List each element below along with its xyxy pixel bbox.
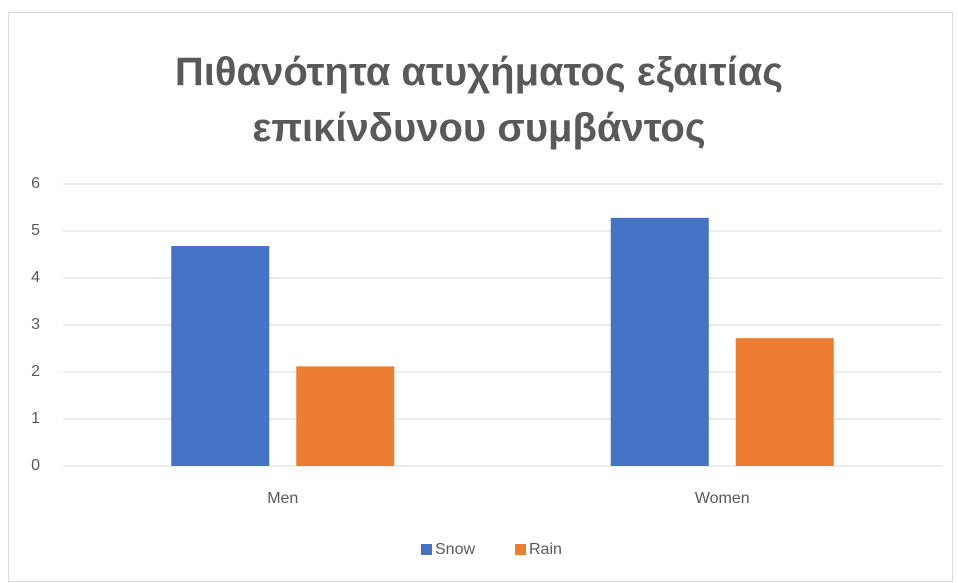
y-tick-label: 1 xyxy=(31,410,40,427)
chart-title: Πιθανότητα ατυχήματος εξαιτίας επικίνδυν… xyxy=(174,50,784,150)
y-tick-label: 0 xyxy=(31,457,40,474)
y-tick-label: 2 xyxy=(31,363,40,380)
legend-swatch xyxy=(421,544,432,555)
legend-label: Rain xyxy=(529,541,562,558)
chart-frame xyxy=(8,12,953,582)
y-tick-label: 6 xyxy=(31,175,40,192)
bar xyxy=(735,338,834,466)
bar xyxy=(171,246,270,466)
x-tick-label: Women xyxy=(695,490,750,507)
y-tick-label: 4 xyxy=(31,269,40,286)
bar xyxy=(296,366,395,466)
legend-label: Snow xyxy=(435,541,475,558)
y-tick-label: 5 xyxy=(31,222,40,239)
y-tick-label: 3 xyxy=(31,316,40,333)
bar xyxy=(610,217,709,466)
x-tick-label: Men xyxy=(267,490,298,507)
legend-swatch xyxy=(515,544,526,555)
